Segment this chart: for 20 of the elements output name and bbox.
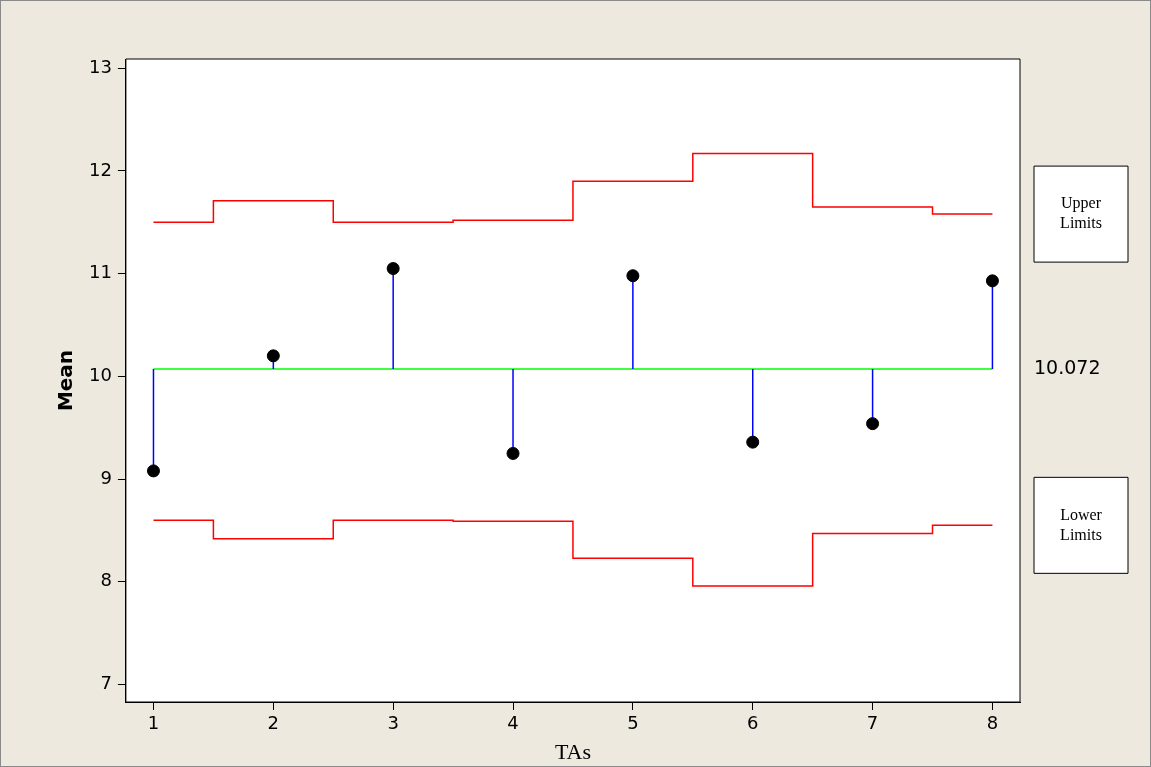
- x-tick-label: 4: [507, 712, 519, 734]
- x-tick-label: 8: [986, 712, 999, 734]
- x-axis-title: TAs: [554, 738, 592, 764]
- y-axis-title: Mean: [53, 349, 78, 412]
- y-tick-label: 10: [89, 364, 112, 386]
- x-tick-label: 3: [387, 712, 399, 734]
- x-tick-label: 1: [147, 712, 160, 734]
- ref-line-label: 10.072: [1034, 355, 1101, 378]
- y-tick-label: 7: [100, 672, 112, 694]
- y-tick-label: 8: [100, 569, 112, 591]
- y-tick-label: 12: [89, 158, 112, 180]
- text: Upper Limits: [1060, 194, 1102, 232]
- x-tick-label: 7: [866, 712, 879, 734]
- y-tick-label: 11: [89, 261, 112, 283]
- x-tick-label: 6: [747, 712, 759, 734]
- text: Lower Limits: [1060, 505, 1103, 543]
- y-tick-label: 9: [100, 466, 112, 488]
- y-tick-label: 13: [89, 55, 112, 77]
- x-tick-label: 5: [627, 712, 639, 734]
- x-tick-label: 2: [267, 712, 280, 734]
